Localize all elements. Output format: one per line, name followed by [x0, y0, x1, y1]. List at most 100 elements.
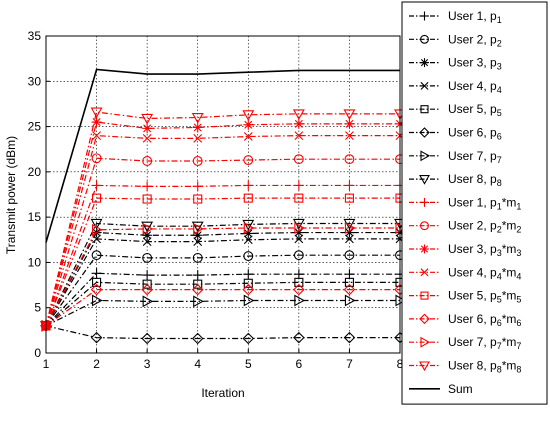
marker-triangle-right	[142, 295, 154, 308]
marker-triangle-right	[294, 294, 305, 307]
marker-x	[92, 131, 101, 141]
legend-item: User 1, p1	[409, 9, 502, 25]
series-line	[45, 227, 400, 327]
marker-square	[92, 277, 102, 287]
series-line	[45, 121, 400, 326]
marker-triangle-down	[191, 112, 204, 124]
marker-triangle-down	[292, 109, 305, 121]
x-tick-label: 5	[245, 357, 252, 371]
marker-circle	[420, 221, 429, 231]
marker-x	[243, 235, 253, 245]
series-line	[45, 299, 400, 327]
marker-plus	[420, 197, 429, 207]
marker-star	[344, 118, 355, 129]
series-line	[45, 157, 400, 327]
x-tick-label: 7	[346, 357, 353, 371]
marker-star	[420, 244, 429, 254]
series-5	[41, 277, 405, 331]
legend-label: User 2, p2	[448, 32, 502, 48]
legend-item: User 1, p1*m1	[409, 195, 521, 211]
marker-square	[142, 279, 152, 289]
legend-item: User 6, p6	[409, 126, 502, 142]
legend-item: User 7, p7	[409, 149, 502, 165]
marker-x	[420, 268, 429, 277]
legend-label: User 3, p3*m3	[448, 242, 521, 258]
legend-box	[401, 1, 548, 405]
marker-plus	[293, 180, 304, 191]
legend-label: User 4, p4*m4	[448, 265, 521, 281]
marker-plus	[91, 180, 102, 191]
y-tick-label: 15	[28, 210, 42, 224]
plot-frame	[45, 35, 401, 354]
marker-triangle-down	[90, 107, 103, 119]
legend-item: User 3, p3*m3	[409, 242, 521, 258]
marker-circle	[142, 252, 153, 263]
marker-diamond	[419, 313, 430, 325]
marker-x	[294, 131, 304, 141]
marker-square	[142, 194, 152, 204]
marker-triangle-down	[90, 218, 103, 230]
marker-triangle-right	[294, 222, 305, 234]
marker-star	[192, 122, 203, 133]
legend-label: User 3, p3	[448, 56, 502, 72]
marker-star	[293, 227, 304, 238]
x-tick-label: 3	[144, 357, 151, 371]
marker-triangle-right	[344, 222, 356, 234]
marker-triangle-right	[243, 222, 255, 234]
marker-x	[142, 237, 152, 246]
marker-circle	[91, 153, 102, 164]
marker-star	[192, 230, 203, 241]
marker-triangle-right	[420, 150, 431, 162]
legend-item: User 5, p5	[409, 102, 502, 118]
marker-plus	[192, 270, 203, 281]
marker-square	[193, 279, 203, 289]
series-line	[45, 281, 400, 327]
marker-square	[344, 277, 354, 287]
marker-star	[91, 117, 102, 128]
marker-triangle-down	[343, 109, 356, 121]
marker-diamond	[293, 283, 305, 296]
legend-item: User 5, p5*m5	[409, 289, 521, 305]
marker-triangle-down	[242, 110, 255, 121]
marker-diamond	[242, 332, 255, 345]
marker-circle	[142, 156, 153, 166]
marker-x	[193, 133, 203, 143]
x-tick-label: 2	[93, 357, 100, 371]
series-line	[45, 231, 400, 327]
marker-x	[92, 234, 101, 244]
legend-item: User 2, p2	[409, 32, 502, 48]
legend-item: User 7, p7*m7	[409, 335, 521, 351]
marker-circle	[91, 250, 102, 261]
y-axis-label: Transmit power (dBm)	[4, 136, 18, 254]
marker-x	[193, 237, 203, 246]
marker-circle	[344, 154, 355, 165]
legend-label: User 7, p7*m7	[448, 335, 521, 351]
legend-item: User 4, p4	[409, 79, 502, 95]
series-line	[45, 272, 400, 327]
marker-triangle-right	[193, 222, 204, 235]
marker-diamond	[90, 331, 103, 344]
series-line	[45, 222, 400, 327]
marker-star	[142, 123, 153, 134]
legend-label: User 2, p2*m2	[448, 219, 521, 235]
marker-triangle-right	[92, 294, 103, 307]
marker-square	[243, 278, 253, 288]
marker-circle	[243, 251, 254, 262]
legend-item: User 8, p8*m8	[409, 359, 521, 375]
y-axis-ticks: 0 5 10 15 20 25 30 35	[28, 29, 50, 360]
marker-plus	[192, 181, 203, 192]
marker-square	[294, 193, 304, 203]
series-line	[45, 68, 400, 243]
marker-diamond	[141, 283, 153, 296]
y-tick-label: 20	[28, 165, 42, 179]
marker-triangle-down	[419, 361, 430, 372]
marker-triangle-down	[242, 219, 255, 231]
series-line	[45, 184, 400, 327]
marker-triangle-right	[344, 294, 356, 307]
marker-plus	[142, 181, 153, 192]
marker-diamond	[141, 332, 153, 345]
marker-triangle-right	[243, 294, 255, 307]
legend-item: User 6, p6*m6	[409, 312, 521, 328]
marker-triangle-down	[141, 113, 154, 125]
series-line	[45, 289, 400, 327]
